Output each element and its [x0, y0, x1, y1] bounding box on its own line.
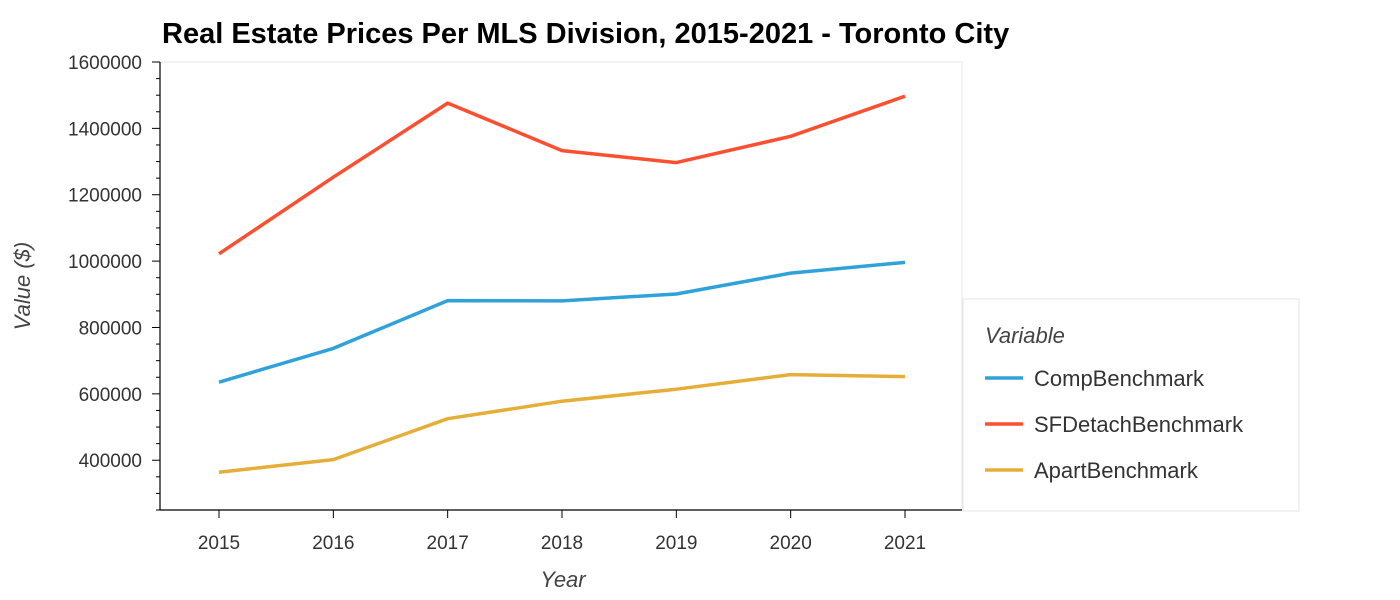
x-axis-label: Year	[540, 567, 587, 592]
x-tick-label: 2018	[541, 533, 583, 554]
y-tick-label: 800000	[79, 318, 142, 339]
y-tick-label: 1600000	[68, 53, 142, 74]
y-tick-label: 600000	[79, 385, 142, 406]
y-axis-ticks: 400000 600000 800000 1000000 1200000 1400000 1…	[68, 53, 160, 511]
legend-items: CompBenchmark SFDetachBenchmark ApartBench…	[985, 366, 1244, 483]
series-line-sfdetachbenchmark	[218, 94, 906, 256]
chart-title: Real Estate Prices Per MLS Division, 201…	[162, 18, 1009, 50]
legend: Variable CompBenchmark SFDetachBenchmark A…	[962, 298, 1300, 512]
legend-box	[962, 298, 1300, 512]
series-line-compbenchmark	[218, 260, 906, 384]
legend-label: SFDetachBenchmark	[1034, 412, 1244, 437]
series-lines	[218, 94, 906, 474]
x-axis-ticks: 2015 2016 2017 2018 2019 2020 2021	[198, 510, 926, 554]
legend-title: Variable	[985, 323, 1065, 348]
series-line-apartbenchmark	[218, 372, 906, 474]
x-tick-label: 2019	[655, 533, 697, 554]
y-tick-label: 400000	[79, 451, 142, 472]
y-tick-label: 1200000	[68, 186, 142, 207]
plot-border	[159, 61, 963, 511]
x-tick-label: 2020	[770, 533, 812, 554]
x-tick-label: 2015	[198, 533, 240, 554]
x-tick-label: 2021	[884, 533, 926, 554]
plot-area	[159, 61, 963, 511]
y-axis-label: Value ($)	[10, 242, 35, 330]
y-tick-label: 1000000	[68, 252, 142, 273]
x-tick-label: 2016	[312, 533, 354, 554]
legend-label: ApartBenchmark	[1034, 458, 1199, 483]
legend-label: CompBenchmark	[1034, 366, 1205, 391]
y-tick-label: 1400000	[68, 119, 142, 140]
x-tick-label: 2017	[427, 533, 469, 554]
